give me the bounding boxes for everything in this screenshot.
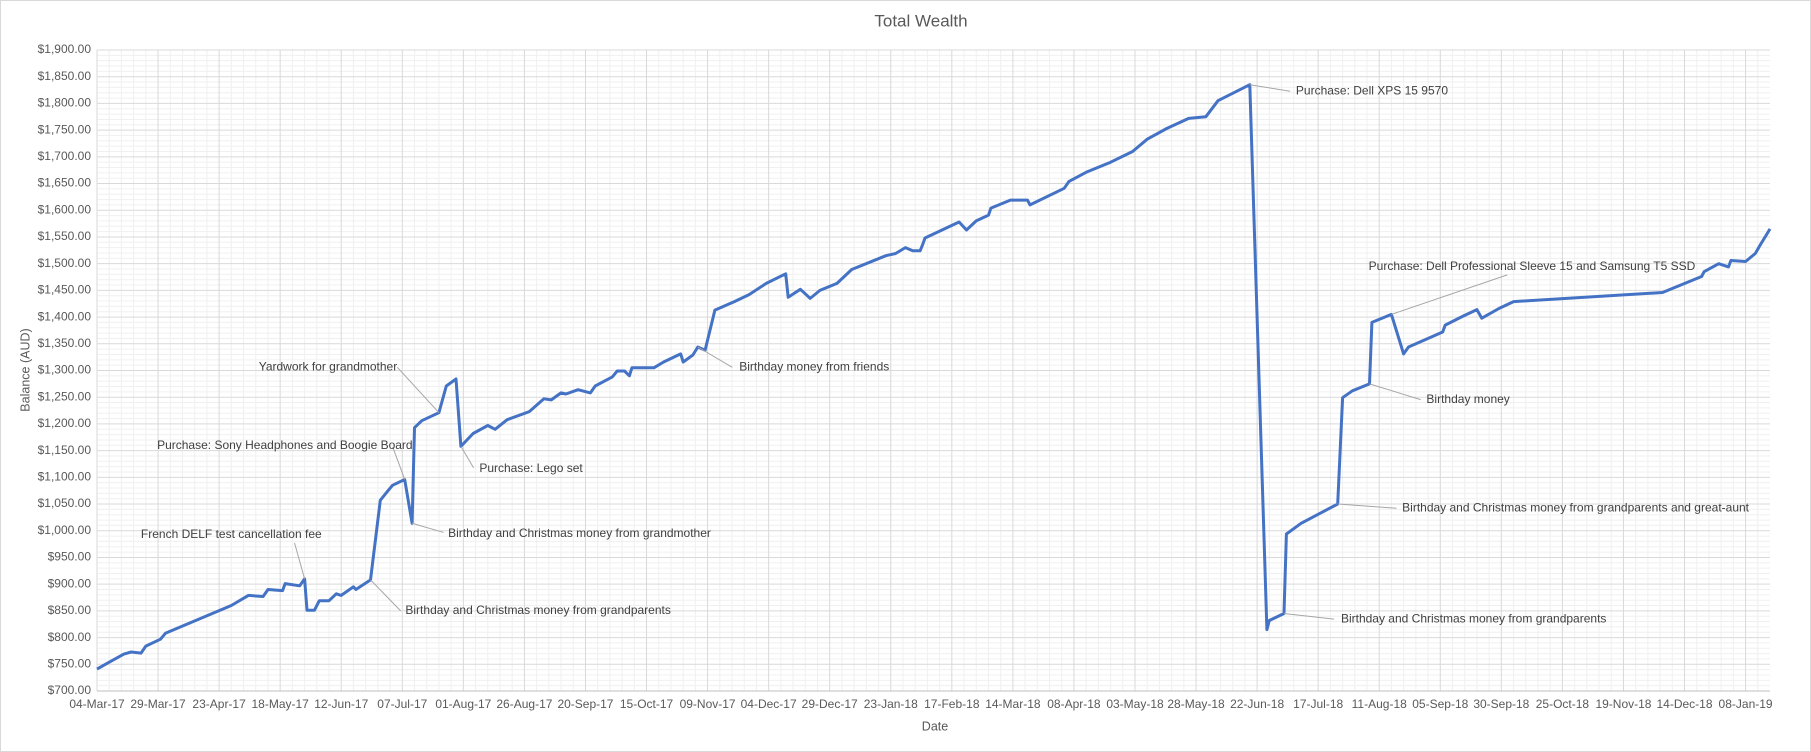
x-tick-label: 08-Jan-19 xyxy=(1719,697,1773,711)
y-tick-label: $800.00 xyxy=(48,630,92,644)
annotation-leader xyxy=(1337,503,1397,509)
y-tick-label: $1,350.00 xyxy=(38,336,92,350)
annotation-leader xyxy=(697,346,733,368)
y-tick-label: $1,850.00 xyxy=(38,69,92,83)
y-tick-label: $1,450.00 xyxy=(38,283,92,297)
annotation-leader xyxy=(1249,84,1291,92)
x-tick-label: 18-May-17 xyxy=(251,697,309,711)
annotation: French DELF test cancellation fee xyxy=(141,527,322,541)
annotation: Purchase: Lego set xyxy=(479,461,583,475)
annotation-leader xyxy=(411,522,444,533)
y-tick-label: $1,700.00 xyxy=(38,149,92,163)
x-tick-label: 20-Sep-17 xyxy=(557,697,613,711)
x-tick-label: 11-Aug-18 xyxy=(1352,697,1407,711)
x-tick-label: 03-May-18 xyxy=(1106,697,1164,711)
x-tick-label: 08-Apr-18 xyxy=(1047,697,1101,711)
x-tick-label: 01-Aug-17 xyxy=(435,697,491,711)
annotation: Purchase: Dell XPS 15 9570 xyxy=(1296,83,1448,97)
annotation-leader xyxy=(460,446,474,469)
x-tick-label: 15-Oct-17 xyxy=(620,697,674,711)
annotation-leader xyxy=(1283,613,1335,620)
y-tick-label: $1,000.00 xyxy=(38,523,92,537)
y-tick-label: $1,600.00 xyxy=(38,202,92,216)
x-tick-label: 19-Nov-18 xyxy=(1595,697,1651,711)
x-tick-label: 04-Dec-17 xyxy=(741,697,797,711)
annotation-leader xyxy=(294,542,306,579)
annotation: Yardwork for grandmother xyxy=(259,359,398,373)
x-tick-label: 25-Oct-18 xyxy=(1536,697,1590,711)
y-tick-label: $1,800.00 xyxy=(38,96,92,110)
y-tick-label: $1,200.00 xyxy=(38,416,92,430)
chart-title: Total Wealth xyxy=(874,11,967,30)
y-tick-label: $1,900.00 xyxy=(38,42,92,56)
annotation: Purchase: Sony Headphones and Boogie Boa… xyxy=(157,438,413,452)
annotation-leader xyxy=(1391,274,1508,315)
y-tick-label: $1,250.00 xyxy=(38,389,92,403)
annotation: Birthday money from friends xyxy=(739,359,889,373)
y-tick-label: $1,100.00 xyxy=(38,470,92,484)
x-tick-label: 07-Jul-17 xyxy=(377,697,427,711)
x-tick-label: 12-Jun-17 xyxy=(314,697,368,711)
annotation-leader xyxy=(396,366,440,414)
annotation-leader xyxy=(1369,383,1421,401)
y-tick-label: $1,300.00 xyxy=(38,363,92,377)
x-tick-label: 09-Nov-17 xyxy=(680,697,736,711)
x-tick-label: 23-Jan-18 xyxy=(864,697,918,711)
y-tick-label: $900.00 xyxy=(48,576,92,590)
x-tick-label: 30-Sep-18 xyxy=(1473,697,1529,711)
y-tick-label: $1,500.00 xyxy=(38,256,92,270)
x-tick-label: 14-Mar-18 xyxy=(985,697,1041,711)
y-tick-label: $750.00 xyxy=(48,656,92,670)
y-tick-label: $950.00 xyxy=(48,550,92,564)
x-tick-label: 29-Dec-17 xyxy=(802,697,858,711)
y-tick-label: $850.00 xyxy=(48,603,92,617)
x-tick-label: 23-Apr-17 xyxy=(192,697,246,711)
annotation: Birthday money xyxy=(1426,392,1509,406)
annotation: Birthday and Christmas money from grandp… xyxy=(1402,500,1750,514)
x-axis-title: Date xyxy=(922,719,948,733)
data-line xyxy=(96,83,1772,671)
y-tick-label: $1,150.00 xyxy=(38,443,92,457)
y-tick-label: $1,650.00 xyxy=(38,176,92,190)
x-tick-label: 22-Jun-18 xyxy=(1230,697,1284,711)
y-tick-label: $1,550.00 xyxy=(38,229,92,243)
annotation: Birthday and Christmas money from grandp… xyxy=(405,603,670,617)
x-tick-label: 14-Dec-18 xyxy=(1657,697,1713,711)
y-axis-title: Balance (AUD) xyxy=(18,328,32,411)
annotation: Purchase: Dell Professional Sleeve 15 an… xyxy=(1369,259,1696,273)
y-tick-label: $700.00 xyxy=(48,683,92,697)
y-tick-label: $1,750.00 xyxy=(38,122,92,136)
y-tick-label: $1,400.00 xyxy=(38,309,92,323)
y-tick-label: $1,050.00 xyxy=(38,496,92,510)
x-tick-label: 26-Aug-17 xyxy=(496,697,552,711)
x-tick-label: 29-Mar-17 xyxy=(130,697,186,711)
x-tick-label: 28-May-18 xyxy=(1167,697,1225,711)
x-tick-label: 17-Feb-18 xyxy=(924,697,980,711)
annotation: Birthday and Christmas money from grandp… xyxy=(1341,611,1606,625)
annotation-leader xyxy=(370,579,402,612)
x-tick-label: 05-Sep-18 xyxy=(1412,697,1468,711)
annotation: Birthday and Christmas money from grandm… xyxy=(448,526,711,540)
annotation-leader xyxy=(392,446,406,480)
x-tick-label: 04-Mar-17 xyxy=(69,697,125,711)
x-tick-label: 17-Jul-18 xyxy=(1293,697,1343,711)
